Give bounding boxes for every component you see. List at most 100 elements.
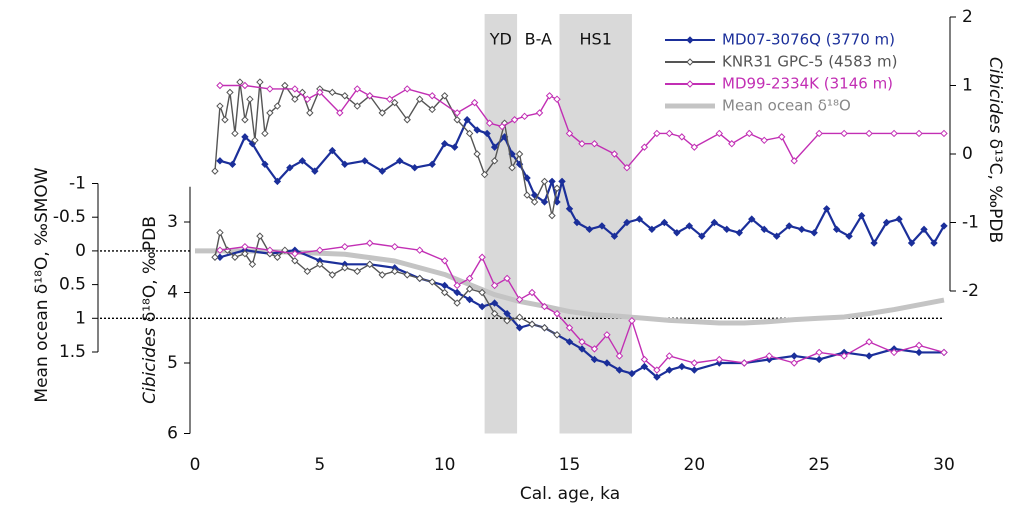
point: [603, 359, 611, 367]
point: [478, 302, 486, 311]
point: [241, 242, 249, 251]
y2-tick-label: 0: [962, 144, 973, 164]
point: [291, 257, 299, 265]
x-tick-label: 30: [933, 455, 955, 475]
point: [610, 232, 619, 240]
point: [353, 267, 361, 276]
point: [298, 157, 307, 165]
point: [615, 366, 624, 374]
point: [236, 78, 244, 86]
point: [316, 260, 324, 269]
point: [603, 331, 611, 339]
point: [216, 102, 224, 110]
y3-tick-label: 0.5: [59, 275, 86, 295]
point: [226, 88, 234, 97]
point: [440, 92, 449, 100]
point: [535, 109, 544, 117]
point: [503, 274, 511, 283]
point: [403, 85, 411, 93]
y2-tick-label: 1: [962, 76, 973, 96]
point: [341, 92, 349, 100]
point: [540, 198, 549, 206]
point: [545, 92, 554, 100]
point: [216, 253, 224, 261]
point: [440, 281, 449, 290]
point: [640, 355, 649, 364]
point: [311, 167, 319, 175]
point: [366, 239, 374, 247]
point: [403, 116, 411, 124]
point: [797, 225, 806, 234]
x-tick-label: 0: [190, 455, 201, 475]
y2-tick-label: -2: [962, 281, 979, 301]
point: [266, 109, 274, 117]
point: [241, 250, 249, 258]
point: [328, 88, 337, 97]
point: [328, 146, 337, 155]
y2-tick-label: -1: [962, 213, 979, 233]
point: [760, 225, 768, 234]
point: [920, 225, 928, 234]
point: [540, 324, 549, 332]
x-tick-label: 25: [808, 455, 830, 475]
point: [216, 81, 224, 90]
point: [940, 348, 948, 357]
point: [678, 362, 686, 371]
point: [598, 222, 606, 230]
point: [728, 140, 736, 148]
point: [940, 129, 948, 138]
point: [653, 373, 661, 381]
point: [653, 366, 661, 374]
point: [558, 177, 566, 186]
point: [832, 225, 841, 234]
period-label: YD: [489, 30, 512, 49]
point: [665, 366, 674, 374]
point: [328, 271, 337, 279]
point: [473, 150, 481, 158]
point: [665, 129, 674, 138]
point: [216, 246, 224, 254]
point: [822, 205, 831, 213]
point: [291, 85, 299, 93]
point: [453, 116, 461, 124]
y-tick-label: 5: [167, 353, 178, 373]
point: [548, 177, 556, 186]
point: [745, 129, 753, 138]
point: [865, 352, 873, 360]
point: [578, 345, 586, 353]
point: [353, 102, 361, 110]
point: [306, 109, 314, 117]
point: [291, 95, 299, 103]
point: [231, 253, 239, 261]
point: [498, 122, 506, 131]
point: [765, 352, 773, 360]
point: [248, 260, 257, 269]
y2-tick-label: 2: [962, 7, 973, 27]
point: [790, 359, 798, 367]
point: [391, 267, 399, 276]
point: [273, 177, 282, 186]
axis-title-text: δ¹⁸O, ‰PDB: [140, 216, 160, 322]
point: [865, 129, 873, 138]
point: [316, 88, 324, 97]
point: [790, 352, 798, 360]
point: [890, 348, 898, 357]
point: [316, 246, 324, 254]
point: [528, 288, 536, 297]
point: [266, 246, 274, 254]
point: [515, 295, 524, 304]
point: [565, 338, 574, 346]
point: [673, 229, 681, 237]
point: [735, 229, 743, 237]
point: [453, 299, 461, 307]
point: [453, 109, 461, 117]
point: [690, 359, 699, 367]
y3-tick-label: -1: [69, 174, 86, 194]
point: [353, 85, 361, 93]
point: [463, 116, 471, 124]
period-band: [484, 14, 518, 434]
point: [510, 116, 519, 124]
point: [590, 140, 599, 148]
